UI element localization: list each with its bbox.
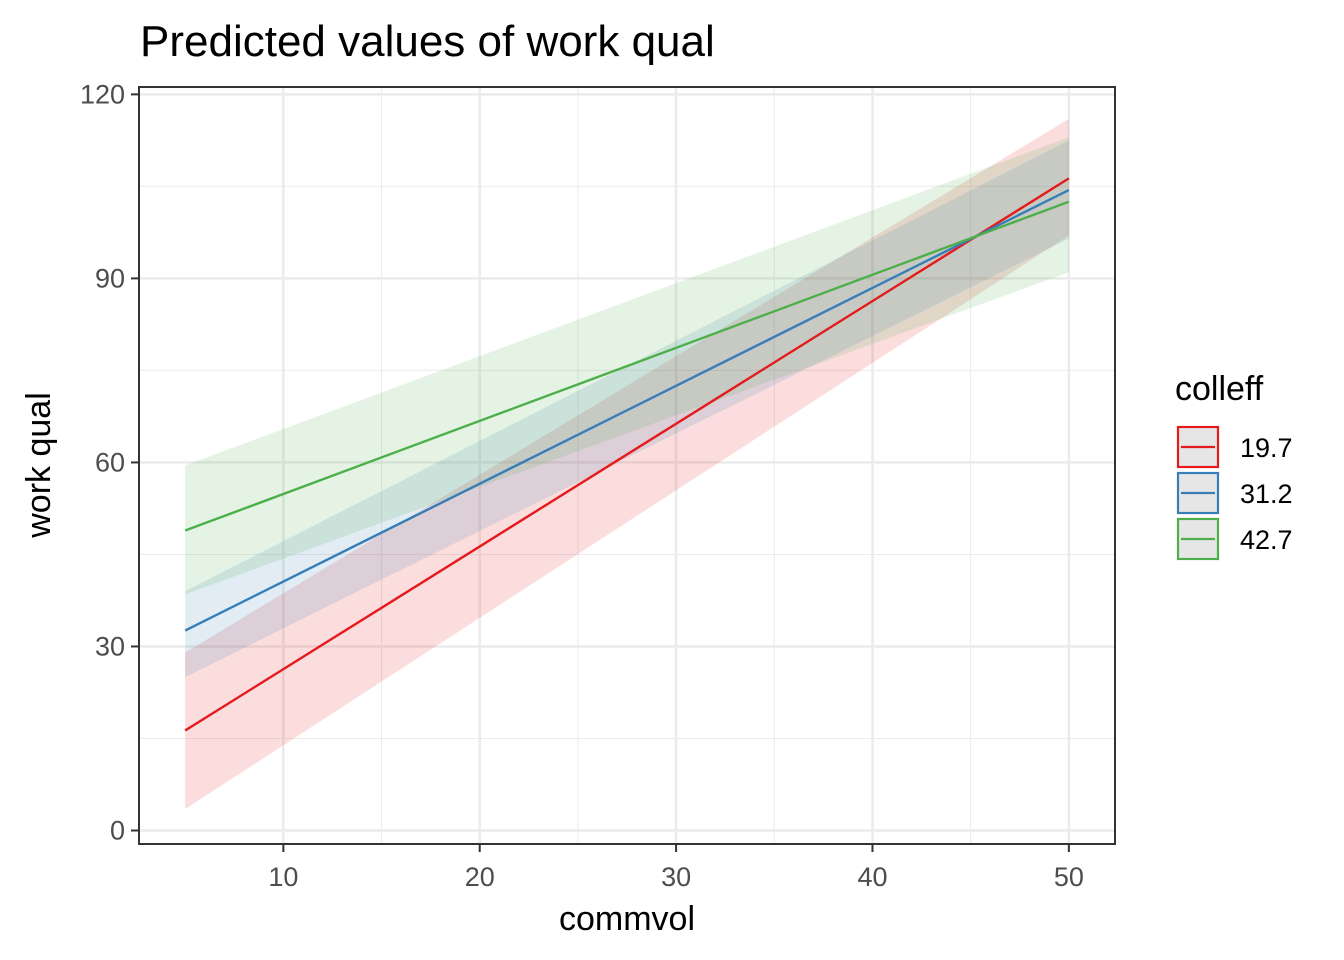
line-31.2 xyxy=(184,188,1070,632)
y-tick-label: 90 xyxy=(95,263,125,293)
ribbon-19.7 xyxy=(185,118,1069,810)
y-tick-label: 60 xyxy=(95,447,125,477)
x-tick-label: 20 xyxy=(465,862,495,892)
y-axis-title: work qual xyxy=(20,392,58,539)
line-42.7 xyxy=(184,200,1070,532)
x-tick-label: 40 xyxy=(857,862,887,892)
y-tick-label: 120 xyxy=(80,79,125,109)
grid-major xyxy=(139,87,1115,844)
x-tick-label: 30 xyxy=(661,862,691,892)
y-axis: 0 30 60 90 120 xyxy=(80,79,139,846)
y-tick-label: 30 xyxy=(95,631,125,661)
x-tick-label: 10 xyxy=(268,862,298,892)
legend-title: colleff xyxy=(1175,370,1264,408)
x-tick-label: 50 xyxy=(1054,862,1084,892)
plot-panel-border xyxy=(138,86,1116,845)
plot-panel-background xyxy=(139,87,1115,844)
ribbon-31.2 xyxy=(185,140,1069,678)
legend-label-42.7: 42.7 xyxy=(1240,525,1293,555)
x-axis-title: commvol xyxy=(559,900,695,938)
y-tick-label: 0 xyxy=(110,816,125,846)
line-19.7 xyxy=(184,177,1070,732)
legend-label-31.2: 31.2 xyxy=(1240,479,1293,509)
legend: colleff 19.7 31.2 42.7 xyxy=(1175,370,1293,561)
series-lines xyxy=(184,177,1070,732)
chart-title: Predicted values of work qual xyxy=(140,17,715,66)
grid-minor xyxy=(139,87,1115,844)
legend-label-19.7: 19.7 xyxy=(1240,433,1293,463)
x-axis: 10 20 30 40 50 xyxy=(268,844,1084,892)
